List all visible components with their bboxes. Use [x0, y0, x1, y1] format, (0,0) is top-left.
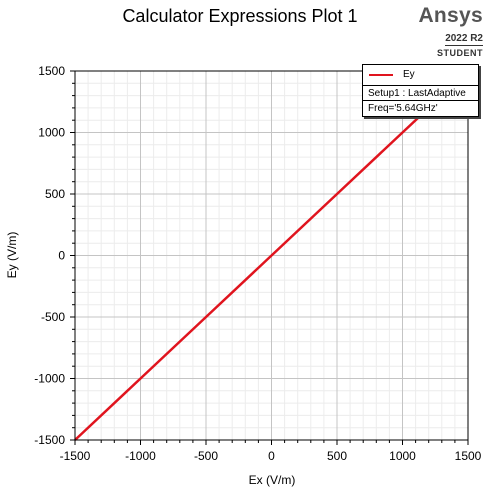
- tick-labels: -1500 -1000 -500 0 500 1000 1500 -1500 -1000 -500…: [34, 64, 481, 463]
- y-tick-label: 1500: [38, 64, 65, 78]
- y-tick-label: -1500: [34, 433, 65, 447]
- legend-series-name: Ey: [403, 69, 415, 80]
- y-tick-label: -500: [41, 310, 65, 324]
- x-tick-label: 1000: [389, 449, 416, 463]
- y-tick-label: 0: [58, 249, 65, 263]
- x-tick-label: 0: [268, 449, 275, 463]
- x-tick-label: -1500: [60, 449, 91, 463]
- brand-version: 2022 R2: [445, 33, 483, 46]
- x-tick-label: 1500: [455, 449, 482, 463]
- chart-title: Calculator Expressions Plot 1: [122, 6, 358, 26]
- x-tick-label: 500: [327, 449, 347, 463]
- legend-frequency: Freq='5.64GHz': [368, 103, 438, 114]
- series-layer: [74, 109, 427, 441]
- tick-marks: [70, 70, 469, 445]
- legend[interactable]: Ey Setup1 : LastAdaptive Freq='5.64GHz': [362, 64, 479, 117]
- x-axis-label: Ex (V/m): [248, 473, 296, 487]
- series-line-ey: [74, 109, 427, 441]
- x-tick-label: -500: [194, 449, 218, 463]
- brand-logo-text: Ansys: [418, 4, 483, 27]
- y-axis-label: Ey (V/m): [5, 231, 19, 279]
- x-tick-label: -1000: [125, 449, 156, 463]
- legend-swatch: [369, 74, 393, 76]
- legend-setup: Setup1 : LastAdaptive: [363, 86, 478, 101]
- y-tick-label: -1000: [34, 372, 65, 386]
- brand-license: STUDENT: [437, 48, 483, 58]
- y-tick-label: 500: [45, 187, 65, 201]
- brand-block: Ansys 2022 R2 STUDENT: [418, 4, 483, 58]
- legend-entry[interactable]: Ey: [363, 65, 478, 86]
- y-tick-label: 1000: [38, 126, 65, 140]
